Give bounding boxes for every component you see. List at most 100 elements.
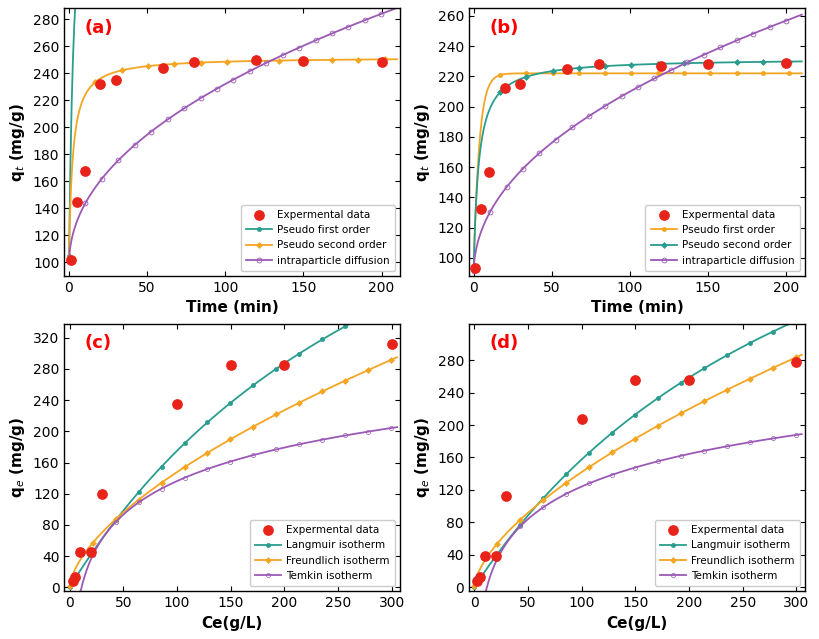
Pseudo second order	[64, 254, 74, 262]
Pseudo first order	[627, 70, 636, 77]
Legend: Expermental data, Pseudo first order, Pseudo second order, intraparticle diffusi: Expermental data, Pseudo first order, Ps…	[241, 204, 395, 271]
Freundlich isotherm	[789, 355, 799, 362]
Freundlich isotherm	[384, 357, 394, 365]
Freundlich isotherm	[797, 351, 807, 358]
Expermental data	[682, 375, 695, 385]
Freundlich isotherm	[646, 426, 656, 433]
Legend: Expermental data, Langmuir isotherm, Freundlich isotherm, Temkin isotherm: Expermental data, Langmuir isotherm, Fre…	[654, 520, 799, 586]
Expermental data	[475, 204, 488, 215]
intraparticle diffusion	[242, 69, 251, 77]
Expermental data	[385, 339, 398, 349]
intraparticle diffusion	[468, 267, 478, 275]
Langmuir isotherm	[384, 300, 394, 307]
Legend: Expermental data, Langmuir isotherm, Freundlich isotherm, Temkin isotherm: Expermental data, Langmuir isotherm, Fre…	[250, 520, 395, 586]
Pseudo first order	[790, 70, 799, 77]
Expermental data	[500, 491, 513, 501]
Expermental data	[780, 58, 793, 68]
Line: Temkin isotherm: Temkin isotherm	[68, 425, 399, 639]
Freundlich isotherm	[222, 437, 232, 445]
Expermental data	[790, 357, 803, 367]
Expermental data	[629, 375, 642, 385]
Langmuir isotherm	[625, 415, 635, 422]
Temkin isotherm	[797, 430, 807, 438]
Expermental data	[70, 196, 84, 206]
Expermental data	[109, 75, 122, 85]
Expermental data	[74, 547, 87, 557]
intraparticle diffusion	[646, 76, 656, 84]
Expermental data	[84, 547, 97, 557]
intraparticle diffusion	[222, 79, 232, 87]
Pseudo first order	[64, 252, 74, 260]
Langmuir isotherm	[260, 373, 269, 381]
Expermental data	[170, 399, 183, 409]
Pseudo second order	[222, 58, 232, 65]
intraparticle diffusion	[64, 258, 74, 265]
Expermental data	[375, 58, 388, 68]
X-axis label: Ce(g/L): Ce(g/L)	[606, 615, 667, 631]
Freundlich isotherm	[664, 416, 674, 424]
Legend: Expermental data, Pseudo first order, Pseudo second order, intraparticle diffusi: Expermental data, Pseudo first order, Ps…	[645, 204, 799, 271]
Pseudo second order	[625, 61, 635, 69]
Expermental data	[478, 551, 491, 562]
Langmuir isotherm	[242, 386, 251, 394]
Freundlich isotherm	[220, 438, 230, 446]
Langmuir isotherm	[664, 387, 674, 394]
Expermental data	[575, 414, 588, 424]
Line: Freundlich isotherm: Freundlich isotherm	[68, 355, 399, 588]
Pseudo second order	[664, 60, 674, 68]
Pseudo second order	[384, 56, 394, 63]
Langmuir isotherm	[392, 296, 402, 304]
Expermental data	[482, 167, 495, 177]
Line: Freundlich isotherm: Freundlich isotherm	[473, 353, 803, 588]
Freundlich isotherm	[738, 378, 748, 386]
Temkin isotherm	[222, 459, 232, 466]
Freundlich isotherm	[627, 437, 636, 445]
Langmuir isotherm	[738, 343, 748, 351]
Pseudo first order	[646, 70, 656, 77]
X-axis label: Time (min): Time (min)	[186, 300, 278, 315]
Text: (c): (c)	[84, 334, 111, 352]
Expermental data	[468, 263, 482, 273]
Temkin isotherm	[646, 459, 656, 467]
Expermental data	[701, 59, 714, 70]
intraparticle diffusion	[664, 67, 674, 75]
Expermental data	[78, 166, 91, 176]
Langmuir isotherm	[789, 318, 799, 326]
intraparticle diffusion	[333, 27, 343, 35]
Expermental data	[498, 83, 511, 93]
Freundlich isotherm	[260, 417, 269, 424]
Expermental data	[561, 64, 574, 74]
Expermental data	[296, 56, 310, 66]
Line: Temkin isotherm: Temkin isotherm	[473, 432, 803, 639]
Y-axis label: q$_t$ (mg/g): q$_t$ (mg/g)	[413, 103, 432, 181]
Line: Pseudo first order: Pseudo first order	[472, 72, 804, 272]
Freundlich isotherm	[242, 426, 251, 434]
intraparticle diffusion	[738, 34, 748, 42]
Expermental data	[473, 571, 486, 581]
Pseudo second order	[242, 58, 251, 65]
intraparticle diffusion	[384, 7, 394, 15]
Expermental data	[250, 54, 263, 65]
Freundlich isotherm	[65, 582, 75, 590]
Langmuir isotherm	[627, 413, 636, 421]
Pseudo first order	[625, 70, 635, 77]
Expermental data	[93, 79, 106, 89]
Langmuir isotherm	[797, 314, 807, 322]
Temkin isotherm	[625, 465, 635, 473]
Pseudo second order	[468, 266, 478, 273]
intraparticle diffusion	[789, 14, 799, 22]
Freundlich isotherm	[469, 582, 479, 590]
Y-axis label: q$_t$ (mg/g): q$_t$ (mg/g)	[8, 103, 27, 181]
Pseudo second order	[260, 57, 269, 65]
Temkin isotherm	[220, 459, 230, 467]
Temkin isotherm	[333, 433, 343, 440]
Expermental data	[66, 576, 79, 586]
Line: Pseudo second order: Pseudo second order	[67, 57, 399, 260]
Temkin isotherm	[242, 453, 251, 461]
X-axis label: Ce(g/L): Ce(g/L)	[201, 615, 263, 631]
Temkin isotherm	[789, 431, 799, 439]
Line: intraparticle diffusion: intraparticle diffusion	[66, 6, 400, 264]
intraparticle diffusion	[625, 88, 635, 96]
Pseudo second order	[789, 58, 799, 65]
Y-axis label: q$_e$ (mg/g): q$_e$ (mg/g)	[8, 417, 27, 498]
